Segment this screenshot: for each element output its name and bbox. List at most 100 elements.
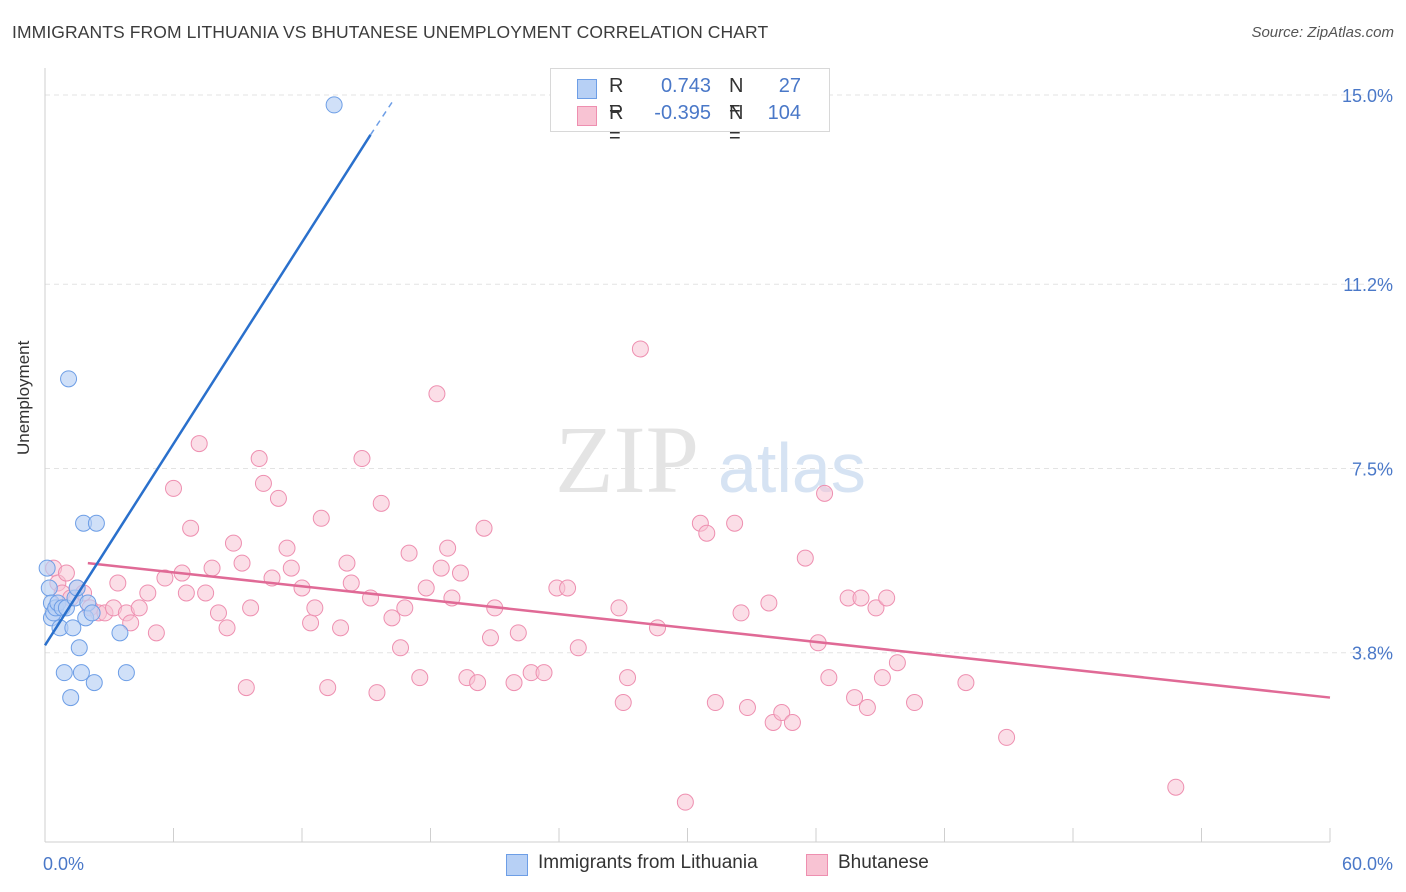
bhutanese-point xyxy=(156,569,174,587)
chart-title: IMMIGRANTS FROM LITHUANIA VS BHUTANESE U… xyxy=(12,22,769,42)
bhutanese-point xyxy=(738,699,756,717)
bhutanese-point xyxy=(559,579,577,597)
bhutanese-point xyxy=(873,669,891,687)
bhutanese-point xyxy=(676,793,694,811)
bhutanese-point xyxy=(906,694,924,712)
bhutanese-point xyxy=(706,694,724,712)
lithuania-points xyxy=(38,96,343,707)
bhutanese-point xyxy=(368,684,386,702)
bhutanese-point xyxy=(614,694,632,712)
bhutanese-point xyxy=(338,554,356,572)
bhutanese-point xyxy=(481,629,499,647)
legend-r-value: 0.743 xyxy=(660,75,711,97)
bhutanese-point xyxy=(610,599,628,617)
trend-lines xyxy=(43,101,1331,699)
legend-r-label: R = xyxy=(609,102,624,147)
axes xyxy=(44,68,1331,843)
y-tick-label: 3.8% xyxy=(1352,644,1393,664)
bhutanese-point xyxy=(130,599,148,617)
bhutanese-point xyxy=(182,519,200,537)
bhutanese-point xyxy=(852,589,870,607)
bhutanese-point xyxy=(400,544,418,562)
bhutanese-point xyxy=(451,564,469,582)
bhutanese-point xyxy=(342,574,360,592)
bhutanese-point xyxy=(858,699,876,717)
bhutanese-point xyxy=(392,639,410,657)
legend-swatch-blue xyxy=(506,854,528,876)
bhutanese-point xyxy=(631,340,649,358)
bhutanese-point xyxy=(760,594,778,612)
y-tick-label: 7.5% xyxy=(1352,459,1393,479)
bhutanese-point xyxy=(233,554,251,572)
bhutanese-point xyxy=(1167,778,1185,796)
bhutanese-point xyxy=(428,385,446,403)
bhutanese-point xyxy=(319,679,337,697)
bhutanese-point xyxy=(820,669,838,687)
lithuania-point xyxy=(70,639,88,657)
grid-lines xyxy=(45,94,1390,654)
lithuania-point xyxy=(85,674,103,692)
bhutanese-point xyxy=(57,564,75,582)
bhutanese-point xyxy=(878,589,896,607)
bhutanese-point xyxy=(122,614,140,632)
y-tick-label: 15.0% xyxy=(1342,86,1393,106)
watermark: ZIP atlas xyxy=(555,406,866,513)
bhutanese-point xyxy=(218,619,236,637)
legend-r-value: -0.395 xyxy=(654,102,711,124)
legend-n-label: N = xyxy=(729,102,744,147)
lithuania-trend-line xyxy=(43,134,372,646)
legend-n-value: 104 xyxy=(767,102,801,124)
x-tick-label: 60.0% xyxy=(1342,854,1393,874)
lithuania-point xyxy=(117,664,135,682)
lithuania-point xyxy=(64,619,82,637)
bhutanese-point xyxy=(177,584,195,602)
x-tick-label: 0.0% xyxy=(43,854,84,874)
bhutanese-point xyxy=(282,559,300,577)
bhutanese-point xyxy=(957,674,975,692)
bhutanese-point xyxy=(816,484,834,502)
bhutanese-point xyxy=(649,619,667,637)
legend-label-lithuania: Immigrants from Lithuania xyxy=(538,852,758,873)
bhutanese-point xyxy=(698,524,716,542)
bhutanese-trend-line xyxy=(87,561,1331,699)
lithuania-trend-extension xyxy=(369,101,393,136)
legend-n-value: 27 xyxy=(778,75,801,97)
bhutanese-point xyxy=(469,674,487,692)
bhutanese-point xyxy=(396,599,414,617)
lithuania-point xyxy=(38,559,56,577)
lithuania-point xyxy=(87,514,105,532)
lithuania-point xyxy=(83,604,101,622)
legend-swatch-blue xyxy=(577,79,597,99)
bhutanese-point xyxy=(773,704,791,722)
bhutanese-point xyxy=(383,609,401,627)
bhutanese-point xyxy=(475,519,493,537)
bhutanese-point xyxy=(209,604,227,622)
bhutanese-point xyxy=(732,604,750,622)
bhutanese-point xyxy=(417,579,435,597)
bhutanese-point xyxy=(411,669,429,687)
bhutanese-point xyxy=(569,639,587,657)
bhutanese-point xyxy=(147,624,165,642)
watermark-zip: ZIP xyxy=(555,406,699,513)
bhutanese-point xyxy=(237,679,255,697)
legend-swatch-pink xyxy=(577,106,597,126)
bhutanese-point xyxy=(306,599,324,617)
watermark-atlas: atlas xyxy=(718,429,866,507)
bhutanese-point xyxy=(278,539,296,557)
bhutanese-point xyxy=(109,574,127,592)
y-tick-label: 11.2% xyxy=(1343,275,1393,295)
bhutanese-point xyxy=(312,509,330,527)
bhutanese-point xyxy=(254,474,272,492)
bhutanese-point xyxy=(353,450,371,468)
bhutanese-point xyxy=(372,494,390,512)
bhutanese-point xyxy=(846,689,864,707)
bhutanese-point xyxy=(203,559,221,577)
bhutanese-point xyxy=(242,599,260,617)
lithuania-point xyxy=(62,689,80,707)
lithuania-point xyxy=(72,664,90,682)
bhutanese-point xyxy=(726,514,744,532)
correlation-legend: R = 0.743 N = 27 R = -0.395 N = 104 xyxy=(550,68,830,147)
y-axis-label: Unemployment xyxy=(14,340,33,455)
bhutanese-point xyxy=(165,479,182,497)
